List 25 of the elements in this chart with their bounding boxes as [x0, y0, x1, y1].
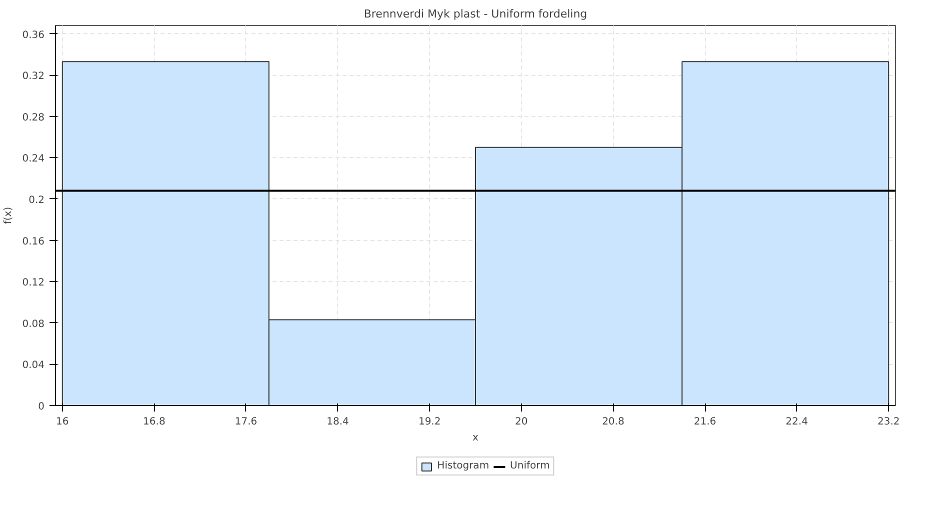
legend-label: Histogram: [437, 460, 490, 472]
chart-title: Brennverdi Myk plast - Uniform fordeling: [364, 8, 588, 20]
y-tick-label: 0.04: [22, 360, 44, 372]
x-tick-label: 16: [56, 416, 69, 428]
y-tick-label: 0.16: [22, 236, 44, 248]
y-tick-label: 0: [38, 402, 45, 412]
x-tick-label: 20.8: [602, 416, 624, 428]
legend-label: Uniform: [510, 460, 550, 472]
y-tick-label: 0.08: [22, 318, 44, 330]
y-tick-label: 0.12: [22, 278, 44, 289]
y-tick-label: 0.2: [28, 194, 45, 206]
x-tick-label: 22.4: [786, 416, 808, 428]
y-tick-label: 0.24: [22, 154, 44, 165]
x-tick-label: 21.6: [694, 416, 716, 428]
x-tick-label: 17.6: [234, 416, 258, 428]
y-axis-title: f(x): [3, 206, 14, 224]
x-tick-label: 23.2: [877, 416, 900, 428]
x-tick-label: 19.2: [418, 416, 441, 428]
x-tick-label: 20: [515, 416, 528, 428]
x-tick-label: 16.8: [143, 416, 166, 428]
y-tick-label: 0.28: [22, 112, 44, 124]
y-tick-label: 0.36: [22, 30, 44, 41]
x-tick-label: 18.4: [326, 416, 349, 428]
y-tick-label: 0.32: [22, 71, 44, 82]
x-axis-title: x: [472, 432, 479, 444]
